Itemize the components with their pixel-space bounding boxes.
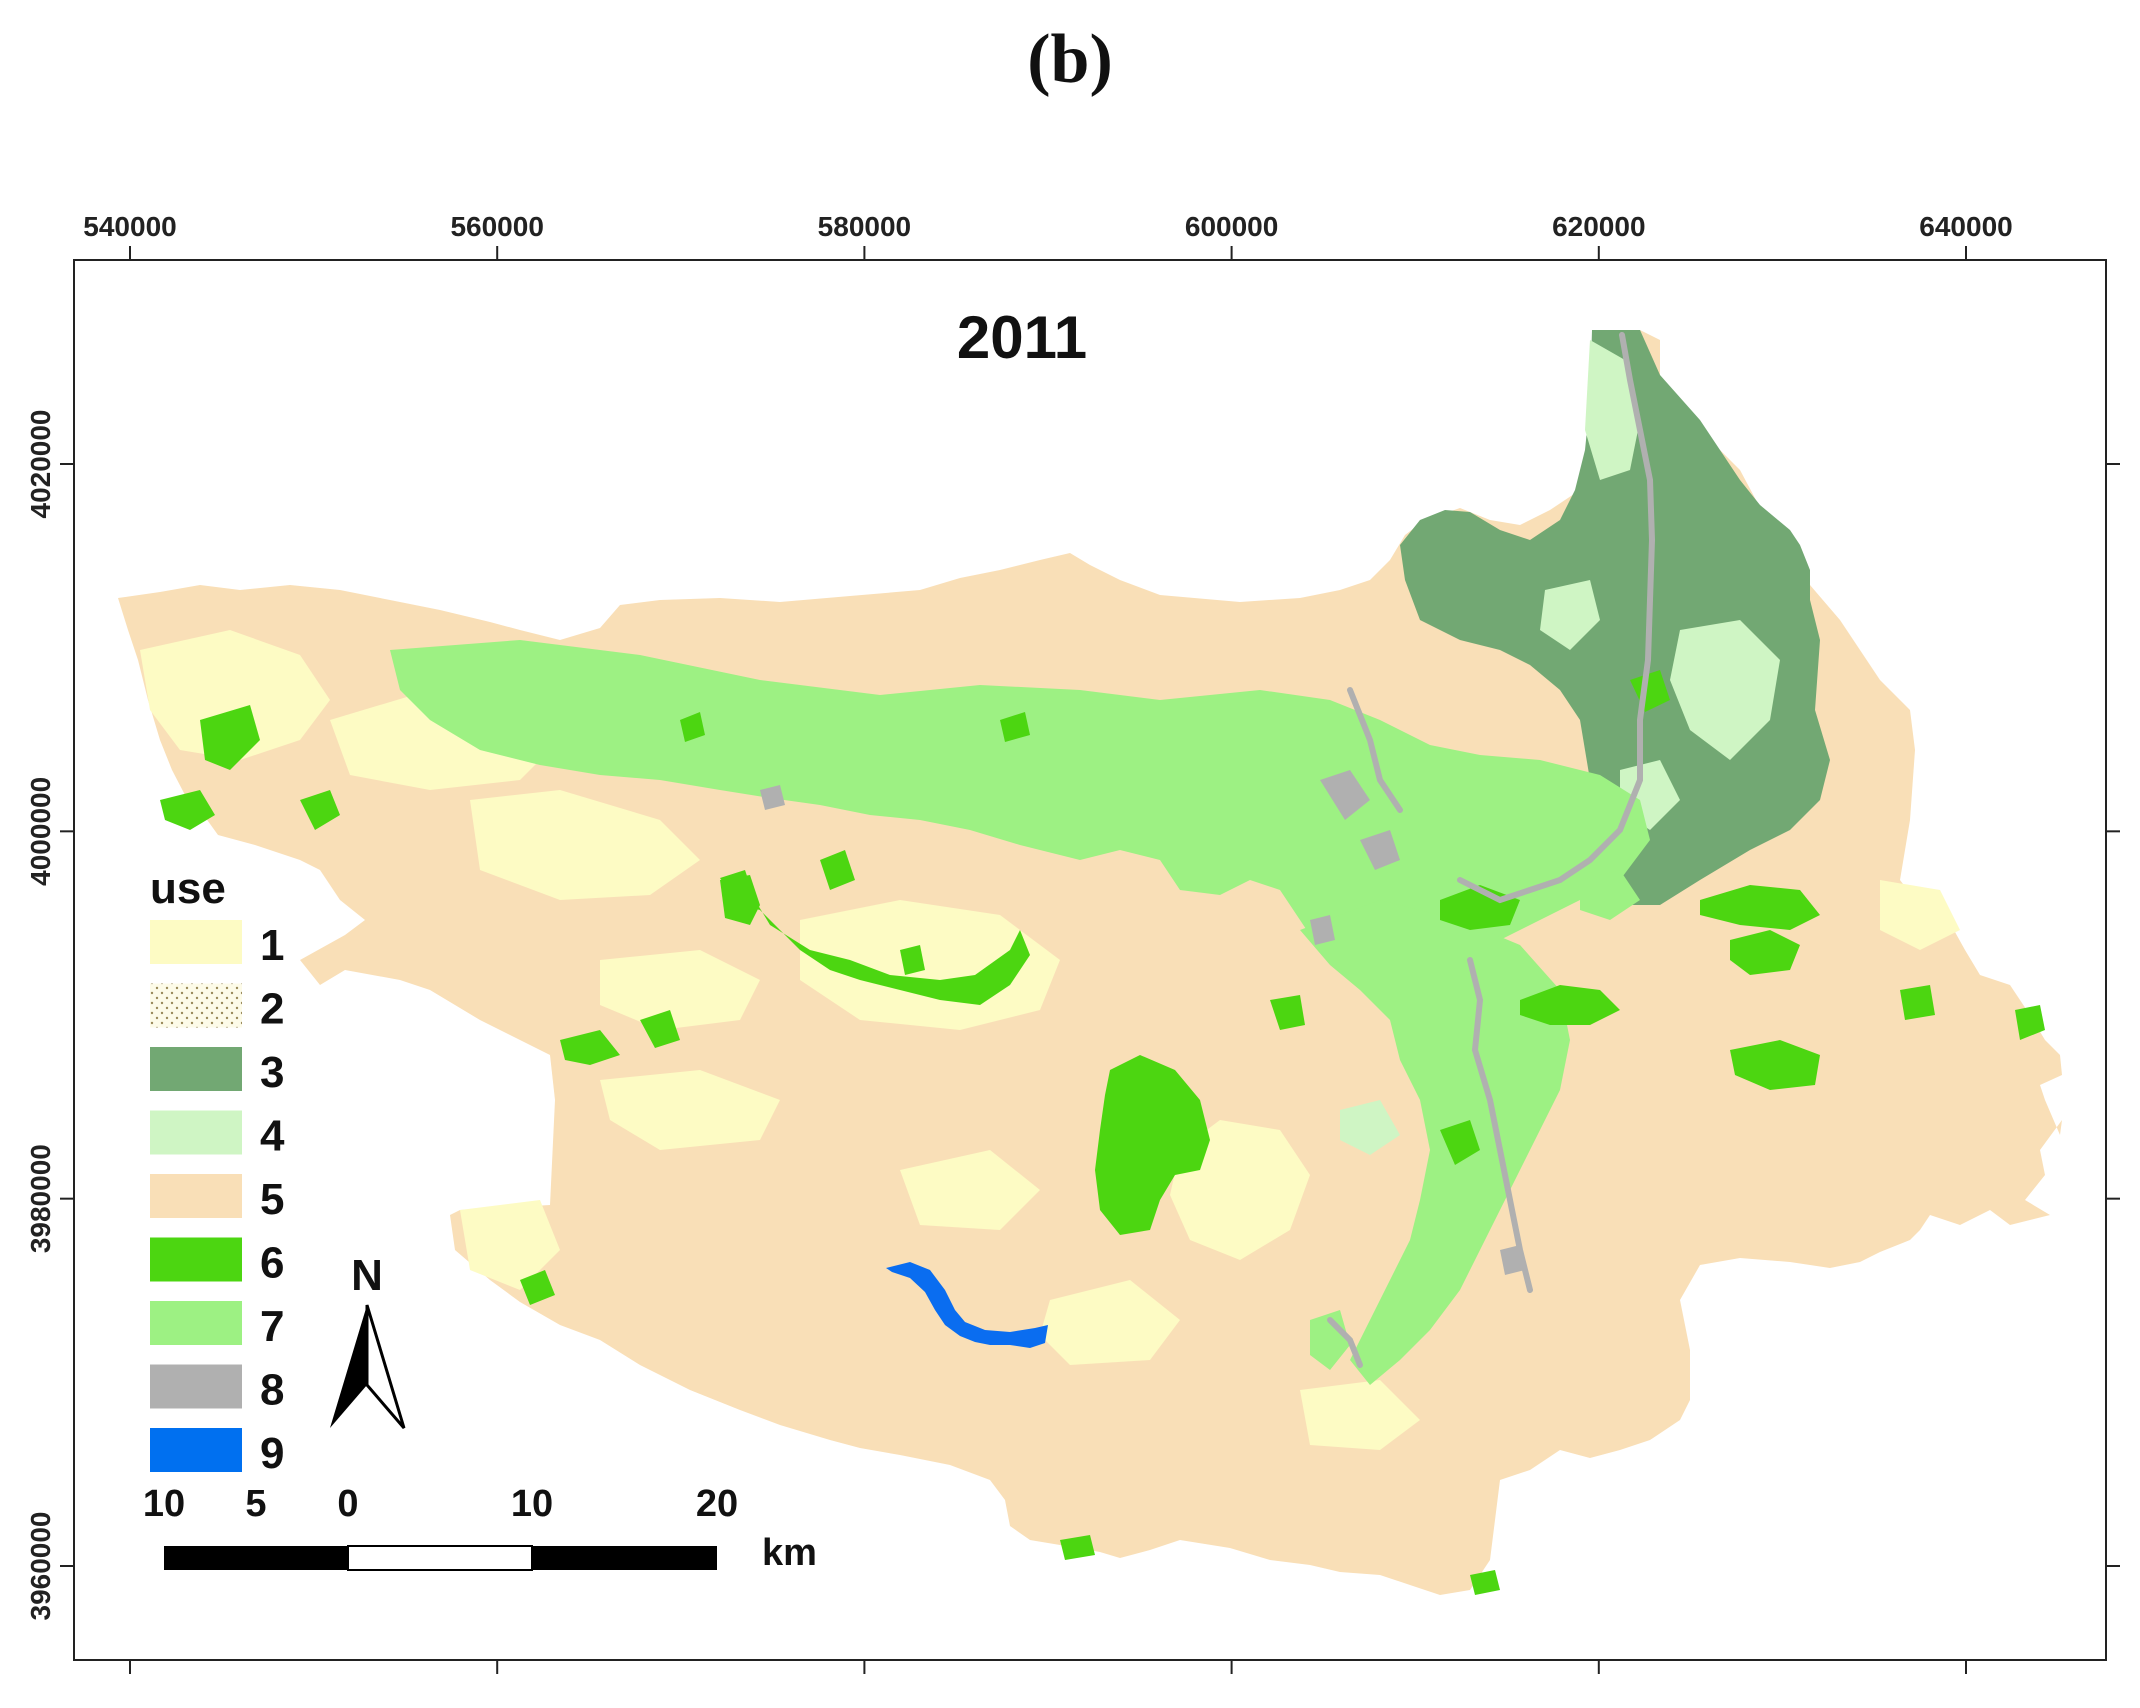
x-tick-label: 580000 [818, 211, 911, 242]
legend-label: 8 [260, 1366, 284, 1415]
scale-tick-label: 10 [143, 1483, 185, 1525]
x-tick-label: 600000 [1185, 211, 1278, 242]
scale-bar: 10 5 0 10 20 km [143, 1483, 817, 1574]
legend-label: 6 [260, 1239, 284, 1288]
scale-labels: 10 5 0 10 20 [143, 1483, 738, 1525]
legend-label: 7 [260, 1302, 284, 1351]
class-1-patches [140, 630, 1960, 1450]
x-tick-label: 620000 [1552, 211, 1645, 242]
legend-swatch-8 [150, 1364, 242, 1409]
legend-swatch-6 [150, 1237, 242, 1282]
scale-bar-segment-1 [164, 1546, 348, 1570]
legend-items: 1 2 3 4 5 6 7 8 9 [150, 920, 285, 1478]
land-use-map [118, 330, 2062, 1595]
legend-title: use [150, 864, 226, 913]
y-axis-right [2106, 463, 2120, 1567]
class-6-patches [160, 670, 2045, 1595]
legend-swatch-5 [150, 1174, 242, 1218]
legend-swatch-3 [150, 1047, 242, 1091]
legend-swatch-1 [150, 920, 242, 964]
y-tick-label: 3980000 [25, 1144, 56, 1253]
legend: use 1 2 3 4 5 6 7 8 9 [150, 864, 285, 1478]
scale-bar-segment-3 [532, 1546, 717, 1570]
x-axis-top: 540000 560000 580000 600000 620000 640000 [83, 211, 2013, 260]
class-8-blocks [760, 770, 1525, 1275]
class-8-patches [1327, 332, 1656, 1368]
scale-bar-unit: km [762, 1532, 817, 1574]
scale-bar-segment-2 [347, 1545, 533, 1571]
y-tick-label: 4000000 [25, 777, 56, 886]
scale-tick-label: 0 [337, 1483, 358, 1525]
scale-tick-label: 20 [696, 1483, 738, 1525]
north-arrow: N [330, 1251, 406, 1429]
x-tick-label: 560000 [450, 211, 543, 242]
x-tick-label: 640000 [1919, 211, 2012, 242]
class-9-water [886, 1262, 1048, 1348]
legend-swatch-9 [150, 1428, 242, 1472]
class-3-forest [1400, 330, 1830, 905]
x-axis-bottom [129, 1660, 1967, 1674]
panel-label: (b) [1027, 21, 1113, 98]
legend-label: 2 [260, 985, 284, 1034]
legend-label: 5 [260, 1175, 284, 1224]
legend-swatch-7 [150, 1301, 242, 1345]
scale-tick-label: 10 [511, 1483, 553, 1525]
north-arrow-icon [330, 1305, 367, 1428]
north-arrow-label: N [351, 1251, 383, 1300]
legend-swatch-4 [150, 1110, 242, 1155]
legend-label: 9 [260, 1429, 284, 1478]
map-frame [73, 259, 2107, 1661]
legend-label: 4 [260, 1112, 285, 1161]
y-tick-label: 4020000 [25, 409, 56, 518]
legend-swatch-2 [150, 983, 242, 1028]
scale-tick-label: 5 [245, 1483, 266, 1525]
map-title: 2011 [957, 304, 1087, 371]
y-axis-left: 4020000 4000000 3980000 3960000 [25, 409, 74, 1621]
x-tick-label: 540000 [83, 211, 176, 242]
north-arrow-icon-outline [365, 1304, 406, 1429]
y-tick-label: 3960000 [25, 1511, 56, 1620]
class-7-patches [390, 640, 1650, 1385]
legend-label: 1 [260, 921, 284, 970]
legend-label: 3 [260, 1048, 284, 1097]
